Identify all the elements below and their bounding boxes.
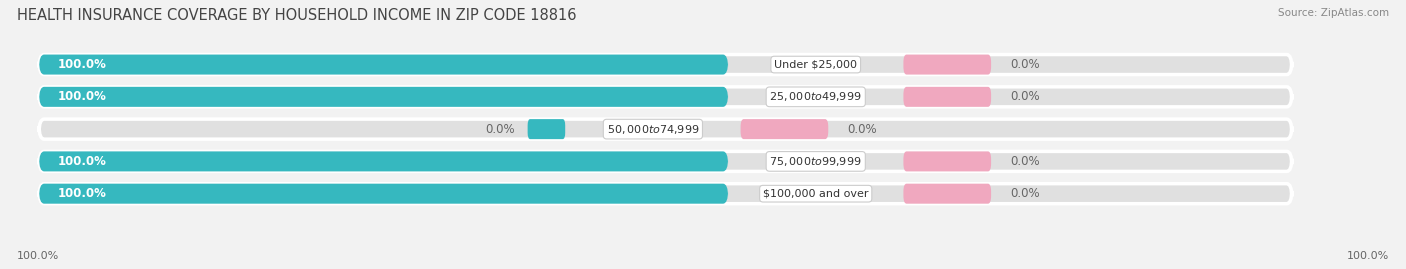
Text: $100,000 and over: $100,000 and over: [763, 189, 869, 199]
FancyBboxPatch shape: [39, 87, 1292, 107]
FancyBboxPatch shape: [39, 184, 728, 204]
FancyBboxPatch shape: [39, 55, 728, 75]
Text: Source: ZipAtlas.com: Source: ZipAtlas.com: [1278, 8, 1389, 18]
Text: HEALTH INSURANCE COVERAGE BY HOUSEHOLD INCOME IN ZIP CODE 18816: HEALTH INSURANCE COVERAGE BY HOUSEHOLD I…: [17, 8, 576, 23]
Text: $75,000 to $99,999: $75,000 to $99,999: [769, 155, 862, 168]
Text: 0.0%: 0.0%: [846, 123, 877, 136]
Text: 100.0%: 100.0%: [58, 90, 107, 103]
FancyBboxPatch shape: [39, 184, 1292, 204]
Text: 0.0%: 0.0%: [1010, 155, 1039, 168]
FancyBboxPatch shape: [904, 55, 991, 75]
FancyBboxPatch shape: [39, 119, 1292, 139]
Text: 100.0%: 100.0%: [17, 251, 59, 261]
Text: $25,000 to $49,999: $25,000 to $49,999: [769, 90, 862, 103]
FancyBboxPatch shape: [39, 151, 1292, 171]
FancyBboxPatch shape: [39, 87, 728, 107]
FancyBboxPatch shape: [904, 87, 991, 107]
FancyBboxPatch shape: [904, 151, 991, 171]
FancyBboxPatch shape: [527, 119, 565, 139]
Text: 100.0%: 100.0%: [58, 155, 107, 168]
Text: 0.0%: 0.0%: [1010, 58, 1039, 71]
FancyBboxPatch shape: [39, 55, 1292, 75]
Text: 100.0%: 100.0%: [1347, 251, 1389, 261]
Text: 0.0%: 0.0%: [485, 123, 515, 136]
Text: Under $25,000: Under $25,000: [775, 59, 858, 70]
Text: 100.0%: 100.0%: [58, 187, 107, 200]
FancyBboxPatch shape: [904, 184, 991, 204]
FancyBboxPatch shape: [741, 119, 828, 139]
Text: 0.0%: 0.0%: [1010, 187, 1039, 200]
Text: $50,000 to $74,999: $50,000 to $74,999: [606, 123, 699, 136]
Text: 100.0%: 100.0%: [58, 58, 107, 71]
Text: 0.0%: 0.0%: [1010, 90, 1039, 103]
FancyBboxPatch shape: [39, 151, 728, 171]
